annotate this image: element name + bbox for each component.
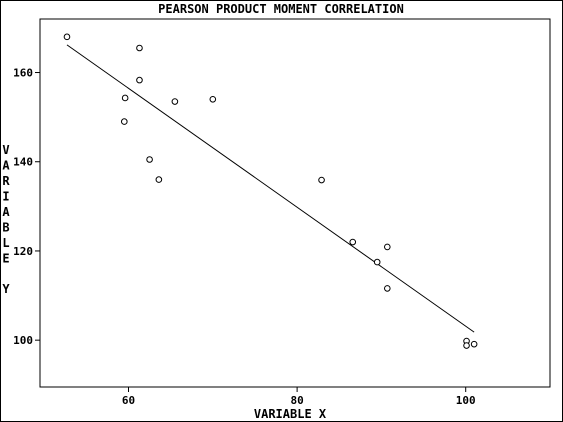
y-tick-label: 140 <box>13 156 33 169</box>
data-point <box>146 156 153 163</box>
y-axis-label-char: A <box>2 205 10 219</box>
plot-area <box>39 18 551 388</box>
y-tick-label: 160 <box>13 67 33 80</box>
y-axis-label-char: L <box>2 236 9 250</box>
data-point <box>384 243 391 251</box>
data-point <box>373 258 381 266</box>
data-point <box>209 95 217 103</box>
data-points <box>63 33 478 349</box>
data-point <box>136 44 143 52</box>
y-axis-label-char: B <box>2 221 9 235</box>
data-point <box>470 340 478 348</box>
data-point <box>136 76 143 84</box>
data-point <box>349 238 357 246</box>
x-tick-label: 100 <box>456 394 476 407</box>
y-axis-ticks: 100 120 140 160 <box>13 67 40 347</box>
x-axis-ticks: 60 80 100 <box>122 387 476 407</box>
data-point <box>155 176 163 183</box>
y-axis-label-char: E <box>2 252 9 266</box>
chart-title: PEARSON PRODUCT MOMENT CORRELATION <box>158 2 404 16</box>
data-point <box>463 342 470 349</box>
y-axis-label-char: I <box>2 190 9 204</box>
y-axis-label-char: V <box>2 143 9 157</box>
data-point <box>384 285 391 292</box>
x-axis-label: VARIABLE X <box>254 407 327 421</box>
data-point <box>318 176 325 184</box>
data-point <box>120 118 128 125</box>
data-point <box>171 98 179 105</box>
y-axis-label-char: A <box>2 159 10 173</box>
y-axis-label-char: R <box>2 174 10 188</box>
x-tick-label: 80 <box>290 394 303 407</box>
regression-line <box>66 44 475 333</box>
x-tick-label: 60 <box>122 394 135 407</box>
y-tick-label: 120 <box>13 245 33 258</box>
y-axis-label-char: Y <box>2 282 10 296</box>
data-point <box>121 94 129 102</box>
y-tick-label: 100 <box>13 334 33 347</box>
data-point <box>63 33 71 41</box>
